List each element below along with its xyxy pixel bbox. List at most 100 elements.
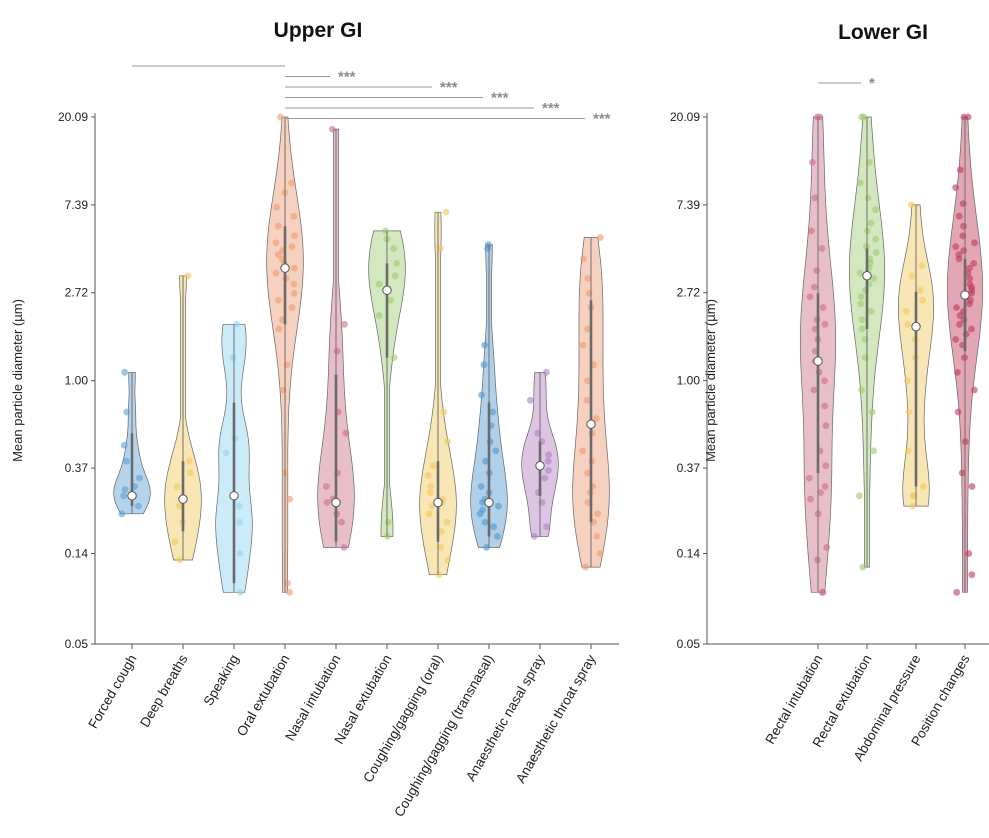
data-point <box>821 483 829 490</box>
data-point <box>274 222 282 230</box>
data-point <box>425 472 432 479</box>
data-point <box>971 239 978 247</box>
x-tick-label: Speaking <box>200 652 241 708</box>
median-marker <box>178 494 188 504</box>
data-point <box>272 239 280 247</box>
data-point <box>814 556 821 564</box>
significance-label: *** <box>338 69 356 86</box>
data-point <box>490 523 498 531</box>
data-point <box>444 438 451 445</box>
data-point <box>966 264 973 272</box>
data-point <box>862 243 870 251</box>
data-point <box>233 320 241 328</box>
data-point <box>920 483 927 490</box>
data-point <box>955 212 963 220</box>
data-point <box>479 506 486 514</box>
data-point <box>176 502 183 510</box>
data-point <box>375 280 383 288</box>
data-point <box>807 495 814 503</box>
y-tick-label: 1.00 <box>677 374 701 388</box>
data-point <box>596 550 604 557</box>
data-point <box>286 588 293 596</box>
data-point <box>288 243 296 251</box>
data-point <box>960 113 968 121</box>
data-point <box>870 447 877 455</box>
data-point <box>953 588 961 596</box>
y-tick-label: 0.37 <box>65 461 89 475</box>
significance-label: * <box>869 75 875 92</box>
data-point <box>284 579 291 587</box>
y-axis-label: Mean particle diameter (µm) <box>10 299 25 462</box>
data-point <box>123 408 130 416</box>
data-point <box>818 245 826 252</box>
data-point <box>584 275 592 282</box>
data-point <box>277 113 284 121</box>
data-point <box>541 474 549 482</box>
data-point <box>956 320 963 328</box>
data-point <box>288 304 296 311</box>
data-point <box>823 544 831 551</box>
data-point <box>955 251 963 258</box>
data-point <box>481 341 488 349</box>
data-point <box>585 290 593 297</box>
data-point <box>968 483 976 490</box>
data-point <box>477 483 485 490</box>
data-point <box>960 222 967 230</box>
data-point <box>425 510 433 518</box>
data-point <box>290 280 298 288</box>
data-point <box>530 533 538 540</box>
data-point <box>390 245 397 252</box>
median-marker <box>586 419 596 429</box>
median-marker <box>382 285 392 295</box>
significance-label: *** <box>593 111 611 128</box>
y-tick-label: 0.05 <box>65 637 89 651</box>
data-point <box>872 249 880 256</box>
data-point <box>954 408 962 416</box>
data-point <box>867 308 875 315</box>
data-point <box>870 275 878 282</box>
data-point <box>905 447 912 455</box>
median-marker <box>862 271 872 281</box>
data-point <box>856 492 863 500</box>
data-point <box>821 377 828 385</box>
data-point <box>272 269 280 277</box>
data-point <box>907 201 915 209</box>
median-marker <box>433 497 443 508</box>
data-point <box>952 243 960 251</box>
data-point <box>291 232 298 240</box>
data-point <box>382 227 389 235</box>
data-point <box>480 361 488 369</box>
data-point <box>384 518 392 526</box>
data-point <box>375 312 383 319</box>
data-point <box>904 320 911 328</box>
median-marker <box>813 356 823 366</box>
data-point <box>872 235 879 243</box>
data-point <box>856 269 864 277</box>
x-tick-label: Deep breaths <box>137 652 191 730</box>
data-point <box>222 449 230 457</box>
median-marker <box>280 263 290 273</box>
data-point <box>857 293 865 301</box>
data-point <box>859 563 867 571</box>
data-point <box>971 386 978 394</box>
y-tick-label: 2.72 <box>677 286 701 300</box>
data-point <box>236 588 244 596</box>
data-point <box>430 462 437 470</box>
data-point <box>594 510 601 518</box>
data-point <box>393 260 400 267</box>
x-tick-label: Forced cough <box>85 652 139 731</box>
data-point <box>822 462 830 470</box>
data-point <box>534 429 542 437</box>
data-point <box>328 125 336 133</box>
median-marker <box>911 321 921 332</box>
data-point <box>544 457 552 465</box>
data-point <box>275 325 283 333</box>
data-point <box>435 571 443 579</box>
data-point <box>274 296 282 304</box>
data-point <box>526 396 534 404</box>
data-point <box>123 457 130 465</box>
median-marker <box>960 290 970 300</box>
data-point <box>808 227 815 235</box>
data-point <box>495 502 502 510</box>
data-point <box>136 474 143 482</box>
